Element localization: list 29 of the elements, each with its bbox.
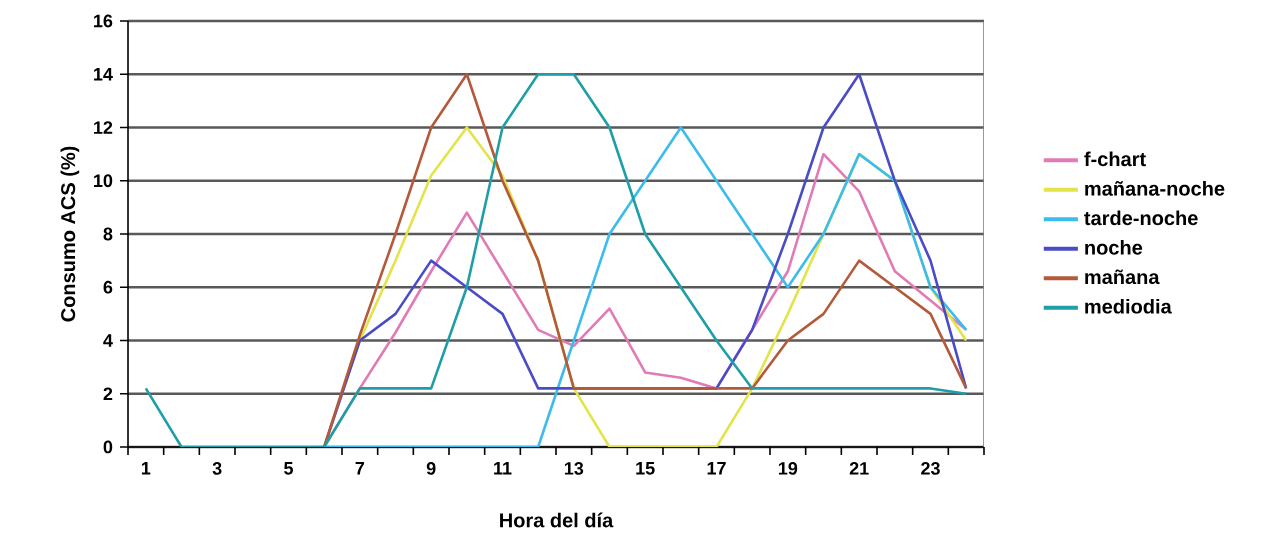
x-tick-label: 21 (849, 462, 869, 475)
y-tick-label: 8 (103, 227, 113, 241)
legend-label: mañana (1085, 269, 1160, 285)
x-tick-label: 7 (355, 462, 365, 475)
legend-label: tarde-noche (1084, 210, 1198, 226)
legend-label: noche (1085, 240, 1143, 255)
legend-label: mañana-noche (1085, 181, 1225, 196)
y-tick-label: 14 (94, 68, 113, 81)
y-tick-label: 16 (94, 14, 113, 28)
x-tick-label: 13 (564, 462, 584, 475)
x-tick-label: 1 (141, 462, 151, 475)
x-tick-label: 11 (494, 462, 512, 475)
x-tick-label: 3 (212, 462, 222, 475)
legend-label: mediodia (1085, 298, 1172, 314)
x-tick-label: 17 (707, 462, 726, 475)
y-tick-label: 6 (103, 280, 113, 294)
y-tick-label: 2 (103, 387, 113, 401)
x-axis-title: Hora del día (500, 512, 614, 528)
y-tick-label: 0 (103, 440, 113, 454)
y-tick-label: 10 (94, 174, 113, 188)
x-tick-label: 9 (426, 462, 436, 475)
y-tick-label: 4 (103, 334, 113, 347)
legend-label: f-chart (1084, 151, 1146, 167)
x-tick-label: 5 (284, 462, 293, 475)
x-tick-label: 23 (921, 462, 940, 475)
x-tick-label: 19 (778, 462, 798, 475)
y-tick-label: 12 (94, 121, 113, 134)
y-axis-title: Consumo ACS (%) (60, 146, 80, 322)
x-tick-label: 15 (636, 462, 655, 475)
